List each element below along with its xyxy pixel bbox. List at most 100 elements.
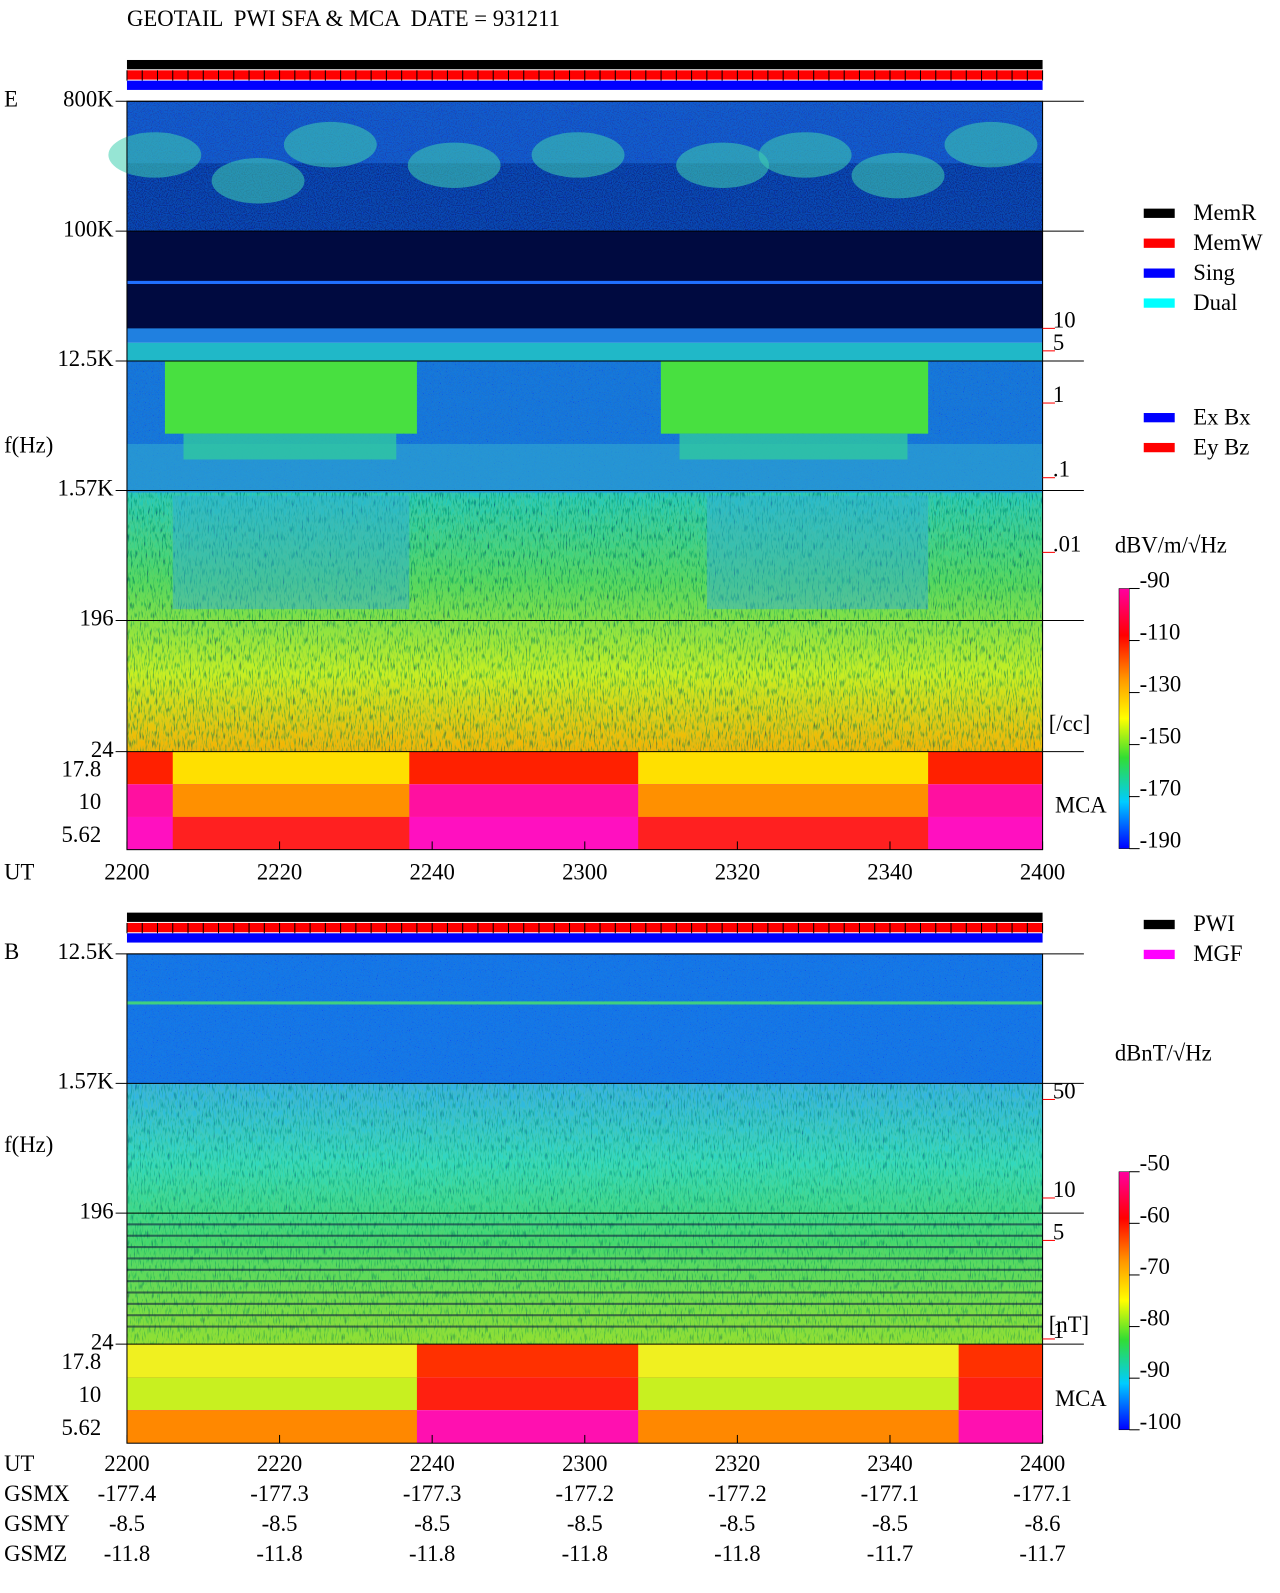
spectrogram-cell [126, 328, 1043, 343]
chart-title: GEOTAIL PWI SFA & MCA DATE = 931211 [127, 6, 560, 31]
x-tick-label: 2400 [1020, 1451, 1065, 1476]
right-tick-label: 50 [1053, 1078, 1076, 1103]
mca-channel-label: 5.62 [61, 1415, 101, 1440]
legend-swatch [1143, 298, 1175, 308]
orbit-value: -11.8 [714, 1541, 760, 1566]
spectrogram-cell [126, 1268, 1043, 1271]
legend-label: Ey Bz [1193, 434, 1249, 459]
y-tick-label: 12.5K [57, 346, 114, 371]
x-tick-label: 2340 [867, 1451, 912, 1476]
y-tick-label: 196 [80, 1198, 114, 1223]
mca-channel-label: 5.62 [61, 822, 101, 847]
spectrogram-cell [164, 361, 417, 434]
status-bar [126, 933, 1043, 943]
right-tick-label: 10 [1053, 1177, 1076, 1202]
spectrogram-cell [660, 361, 929, 434]
legend-label: Dual [1193, 290, 1237, 315]
orbit-value: -11.7 [1019, 1541, 1065, 1566]
x-tick-label: 2220 [257, 1451, 302, 1476]
spectrogram-blob [531, 132, 625, 178]
spectrogram-blob [108, 132, 202, 178]
spectrogram-cell [638, 784, 929, 817]
spectrogram-cell [126, 953, 1043, 1084]
orbit-label: GSMY [4, 1511, 70, 1536]
colorbar-tick-label: -90 [1140, 1357, 1170, 1382]
orbit-value: -177.1 [861, 1481, 920, 1506]
colorbar-tick-label: -50 [1140, 1151, 1170, 1176]
y-axis-label: f(Hz) [4, 1132, 53, 1157]
colorbar-tick-label: -60 [1140, 1202, 1170, 1227]
spectrogram-cell [126, 1223, 1043, 1226]
x-axis-label: UT [4, 860, 34, 885]
spectrogram-blob [407, 142, 501, 188]
orbit-label: GSMZ [4, 1541, 67, 1566]
right-tick-label: 5 [1053, 330, 1064, 355]
mca-channel-label: 10 [78, 1382, 101, 1407]
orbit-value: -8.6 [1025, 1511, 1061, 1536]
mca-label: MCA [1055, 1386, 1107, 1411]
right-axis-label: [/cc] [1049, 711, 1091, 736]
x-tick-label: 2340 [867, 860, 912, 885]
spectrogram-cell [638, 1377, 959, 1411]
spectrogram-cell [126, 1001, 1043, 1005]
orbit-value: -177.2 [708, 1481, 767, 1506]
y-tick-label: 1.57K [57, 1069, 114, 1094]
right-tick-label: 5 [1053, 1219, 1064, 1244]
x-tick-label: 2240 [409, 1451, 454, 1476]
y-axis-label: f(Hz) [4, 432, 53, 457]
orbit-value: -177.1 [1013, 1481, 1072, 1506]
spectrogram-cell [126, 1246, 1043, 1249]
orbit-value: -177.3 [250, 1481, 309, 1506]
colorbar-tick-label: -190 [1140, 828, 1182, 853]
right-tick-label: 1 [1053, 382, 1064, 407]
right-tick-label: .1 [1053, 457, 1070, 482]
panel-label: E [4, 86, 18, 111]
spectrogram-cell [172, 495, 410, 610]
spectrogram-cell [126, 1344, 417, 1378]
status-bar [126, 912, 1043, 922]
colorbar-tick-label: -80 [1140, 1306, 1170, 1331]
colorbar [1118, 588, 1130, 849]
legend-label: Ex Bx [1193, 404, 1251, 429]
colorbar-tick-label: -150 [1140, 724, 1182, 749]
spectrogram-cell [126, 342, 1043, 362]
y-tick-label: 1.57K [57, 476, 114, 501]
colorbar-unit: dBV/m/√Hz [1115, 532, 1227, 557]
y-tick-label: 24 [91, 1329, 114, 1354]
x-tick-label: 2320 [715, 860, 760, 885]
y-tick-label: 100K [63, 216, 114, 241]
status-bar [126, 59, 1043, 70]
spectrogram-cell [638, 751, 929, 785]
orbit-value: -11.8 [256, 1541, 302, 1566]
legend-swatch [1143, 268, 1175, 278]
spectrogram-cell [126, 1234, 1043, 1237]
spectrogram-cell [126, 1083, 1043, 1345]
spectrogram-cell [679, 433, 908, 460]
panel [126, 912, 1044, 1444]
orbit-value: -177.2 [555, 1481, 614, 1506]
legend-swatch [1143, 949, 1175, 960]
colorbar-tick-label: -90 [1140, 568, 1170, 593]
orbit-value: -177.3 [403, 1481, 462, 1506]
spectrogram-cell [638, 816, 929, 850]
colorbar-tick-label: -130 [1140, 672, 1182, 697]
y-tick-label: 196 [80, 606, 114, 631]
x-axis-label: UT [4, 1451, 34, 1476]
spectrogram-blob [283, 121, 377, 168]
orbit-value: -11.8 [409, 1541, 455, 1566]
x-tick-label: 2320 [715, 1451, 760, 1476]
y-tick-label: 24 [91, 737, 114, 762]
orbit-value: -8.5 [719, 1511, 755, 1536]
right-axis-label: [nT] [1049, 1312, 1089, 1337]
x-tick-label: 2220 [257, 860, 302, 885]
spectrogram-cell [183, 433, 397, 460]
colorbar-tick-label: -70 [1140, 1254, 1170, 1279]
x-tick-label: 2200 [104, 860, 149, 885]
spectrogram-blob [758, 132, 852, 178]
spectrogram-blob [211, 158, 305, 204]
spectrogram-cell [126, 492, 1043, 752]
spectrogram-cell [126, 1302, 1043, 1305]
